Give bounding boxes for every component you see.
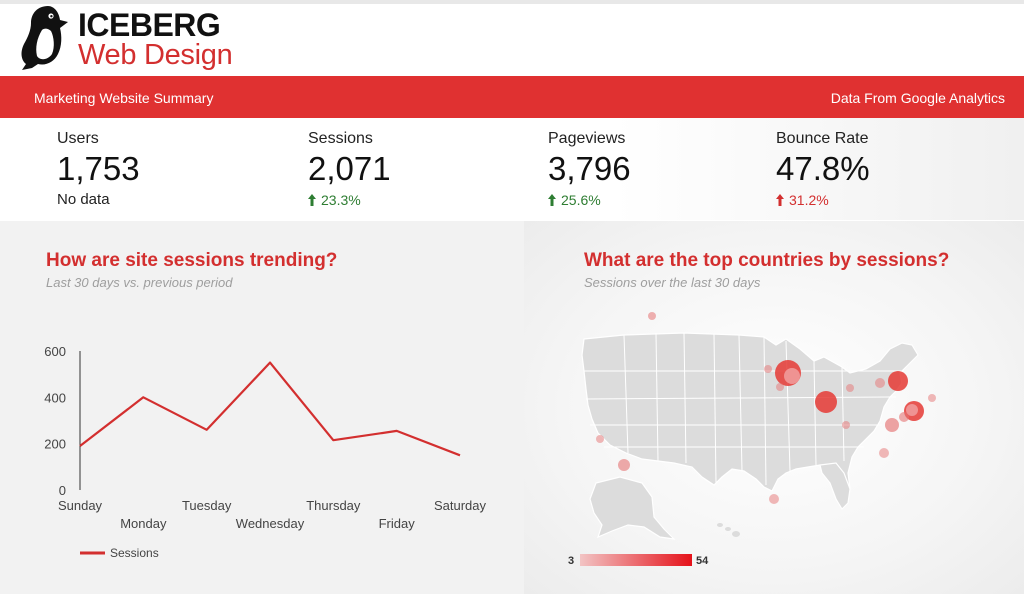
kpi-delta: 23.3% bbox=[308, 192, 361, 208]
florida-shape bbox=[819, 462, 851, 510]
series-point[interactable] bbox=[394, 428, 400, 434]
kpi-delta-value: 31.2% bbox=[789, 192, 829, 208]
kpi-row: Users 1,753 No data Sessions 2,071 23.3%… bbox=[0, 118, 1024, 220]
brand-line-1: ICEBERG bbox=[78, 7, 221, 43]
alaska-shape bbox=[589, 476, 676, 540]
y-tick-label: 600 bbox=[44, 344, 66, 359]
session-bubbles bbox=[596, 312, 936, 504]
color-scale-bar bbox=[580, 554, 692, 566]
penguin-icon bbox=[21, 6, 68, 70]
kpi-value: 3,796 bbox=[548, 150, 631, 187]
series-point[interactable] bbox=[77, 443, 83, 449]
x-tick-label: Wednesday bbox=[236, 516, 305, 531]
series-line-sessions[interactable] bbox=[79, 361, 461, 457]
sessions-bubble-map[interactable]: 3 54 bbox=[524, 221, 1024, 594]
series-point[interactable] bbox=[140, 394, 146, 400]
series-point[interactable] bbox=[457, 452, 463, 458]
map-panel-title: What are the top countries by sessions? bbox=[584, 250, 950, 271]
kpi-delta: 25.6% bbox=[548, 192, 601, 208]
arrow-up-icon bbox=[776, 194, 784, 206]
top-strip bbox=[0, 0, 1024, 4]
us-map-shape bbox=[581, 332, 919, 499]
trend-panel-title: How are site sessions trending? bbox=[46, 250, 338, 271]
x-tick-label: Tuesday bbox=[182, 498, 232, 513]
kpi-delta-value: 23.3% bbox=[321, 192, 361, 208]
kpi-label: Sessions bbox=[308, 130, 373, 147]
x-tick-label: Friday bbox=[379, 516, 416, 531]
series-point[interactable] bbox=[204, 427, 210, 433]
data-source-label: Data From Google Analytics bbox=[830, 90, 1005, 106]
legend-max-label: 54 bbox=[696, 555, 709, 567]
kpi-value: 47.8% bbox=[776, 150, 870, 187]
x-tick-label: Saturday bbox=[434, 498, 487, 513]
report-header-band: Marketing Website Summary Data From Goog… bbox=[0, 76, 1024, 118]
series-point[interactable] bbox=[330, 437, 336, 443]
series-point[interactable] bbox=[267, 360, 273, 366]
x-tick-label: Sunday bbox=[58, 498, 103, 513]
sessions-line-chart[interactable]: 0 200 400 600 Sunday Monday Tuesday WednesdayT… bbox=[0, 221, 524, 594]
y-tick-label: 0 bbox=[59, 483, 66, 498]
y-tick-label: 400 bbox=[44, 390, 66, 405]
top-countries-panel: What are the top countries by sessions? … bbox=[524, 221, 1024, 594]
kpi-delta-value: 25.6% bbox=[561, 192, 601, 208]
brand-line-2: Web Design bbox=[78, 39, 233, 71]
kpi-delta: 31.2% bbox=[776, 192, 829, 208]
x-tick-label: Thursday bbox=[306, 498, 361, 513]
trend-panel-subtitle: Last 30 days vs. previous period bbox=[46, 275, 233, 290]
arrow-up-icon bbox=[308, 194, 316, 206]
map-panel-subtitle: Sessions over the last 30 days bbox=[584, 275, 761, 290]
x-tick-label: Monday bbox=[120, 516, 167, 531]
report-title: Marketing Website Summary bbox=[34, 90, 214, 106]
legend-label: Sessions bbox=[110, 546, 159, 560]
sessions-trend-panel: How are site sessions trending? Last 30 … bbox=[0, 221, 524, 594]
kpi-value: 1,753 bbox=[57, 150, 140, 187]
kpi-label: Bounce Rate bbox=[776, 130, 869, 147]
arrow-up-icon bbox=[548, 194, 556, 206]
y-tick-label: 200 bbox=[44, 437, 66, 452]
legend-min-label: 3 bbox=[568, 555, 574, 567]
kpi-label: Pageviews bbox=[548, 130, 626, 147]
hawaii-shape bbox=[717, 523, 740, 537]
brand-logo[interactable]: ICEBERG Web Design bbox=[18, 4, 238, 72]
kpi-value: 2,071 bbox=[308, 150, 391, 187]
kpi-label: Users bbox=[57, 130, 99, 147]
kpi-no-data: No data bbox=[57, 191, 110, 208]
